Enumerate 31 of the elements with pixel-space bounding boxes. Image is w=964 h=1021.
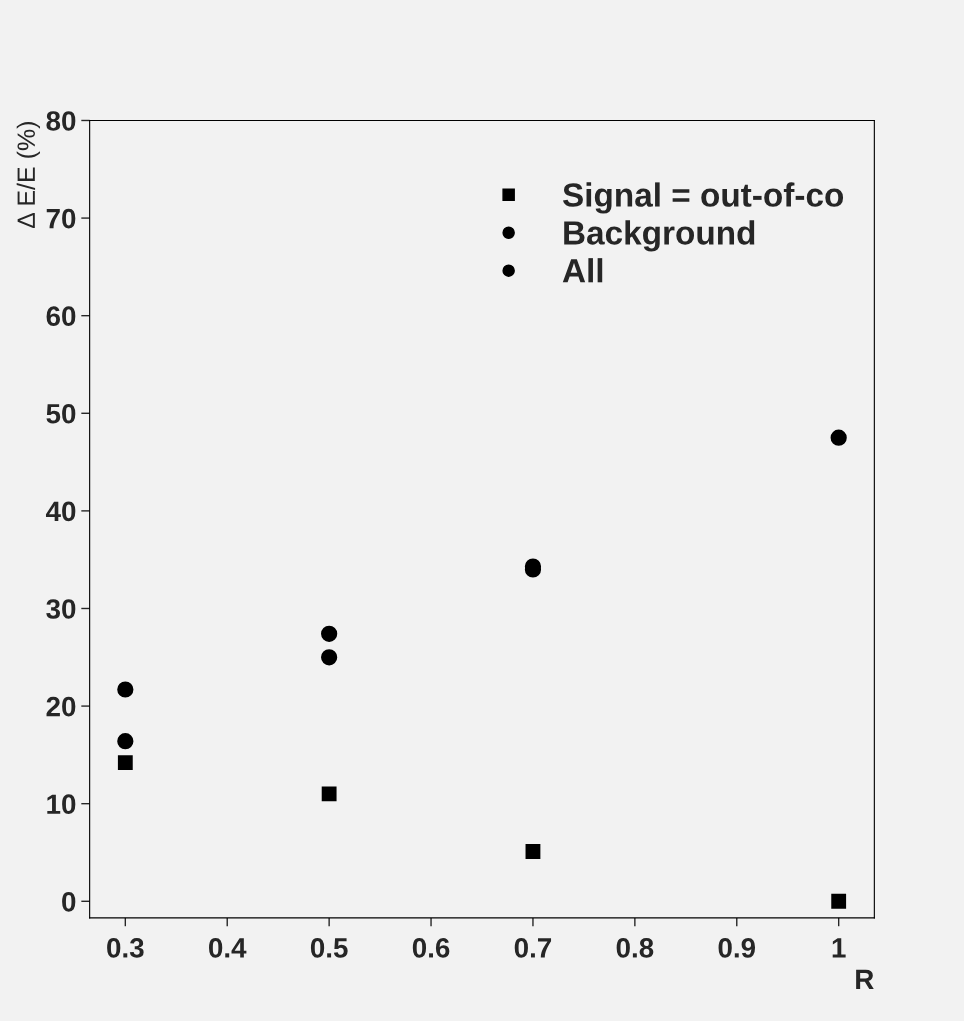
- x-tick-label: 0.9: [718, 938, 756, 958]
- y-tick-label: 40: [45, 501, 76, 522]
- point: [117, 733, 134, 750]
- point: [321, 625, 338, 642]
- legend-label: Signal = out-of-co: [562, 182, 844, 214]
- x-tick-label: 0.5: [310, 938, 348, 958]
- point: [831, 893, 847, 909]
- y-tick-label: 30: [46, 599, 76, 619]
- y-tick-label: 0: [62, 891, 76, 912]
- x-axis-title: R: [856, 969, 874, 989]
- legend-label: Background: [564, 220, 755, 252]
- y-tick-label: 10: [47, 794, 76, 815]
- x-tick-label: 0.3: [107, 938, 144, 958]
- x-tick-label: 1: [832, 938, 846, 958]
- point: [321, 786, 337, 802]
- point: [117, 755, 133, 771]
- y-tick-label: 80: [46, 111, 76, 131]
- x-tick-label: 0.6: [412, 938, 450, 958]
- y-tick-label: 60: [46, 306, 76, 327]
- point: [321, 649, 338, 666]
- point: [117, 681, 134, 698]
- x-tick-label: 0.7: [514, 938, 552, 958]
- point: [525, 844, 541, 859]
- point: [830, 429, 847, 446]
- legend-label: All: [562, 258, 603, 283]
- y-axis-title: Δ E/E (%): [16, 122, 40, 229]
- x-tick-label: 0.8: [616, 938, 654, 958]
- y-tick-label: 70: [46, 208, 76, 229]
- y-tick-label: 20: [46, 696, 76, 717]
- y-tick-label: 50: [46, 403, 76, 424]
- x-tick-label: 0.4: [209, 938, 247, 958]
